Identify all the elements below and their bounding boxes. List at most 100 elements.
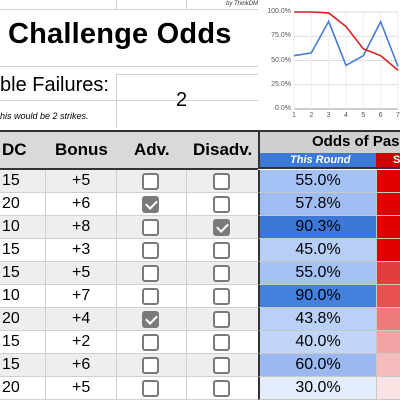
advantage-checkbox[interactable] [142,334,159,351]
disadvantage-checkbox[interactable] [213,334,230,351]
grid-line [186,0,187,10]
bonus-cell[interactable]: +7 [72,287,91,304]
disadvantage-checkbox[interactable] [213,380,230,397]
next-odds-cell [376,216,400,239]
failures-value[interactable]: 2 [176,89,188,111]
this-round-odds-value: 55.0% [295,172,341,189]
bonus-cell[interactable]: +3 [72,241,91,258]
dc-cell[interactable]: 20 [2,195,20,212]
advantage-checkbox[interactable] [142,288,159,305]
disadvantage-checkbox[interactable] [213,173,230,190]
y-tick-label: 50.0% [271,56,291,64]
row-divider [0,66,258,67]
dc-cell[interactable]: 20 [2,310,20,327]
table-row: 20 +4 [0,308,258,331]
next-label: S [393,154,400,166]
odds-title: Odds of Pas [312,133,400,150]
next-header: S [376,153,400,169]
table-row: 20 +6 [0,193,258,216]
advantage-checkbox[interactable] [142,219,159,236]
this-round-odds-value: 30.0% [295,379,341,396]
dc-cell[interactable]: 15 [2,356,20,373]
bonus-cell[interactable]: +5 [72,379,91,396]
advantage-checkbox[interactable] [142,196,159,213]
advantage-checkbox[interactable] [142,242,159,259]
bonus-cell[interactable]: +2 [72,333,91,350]
grid-line [116,170,117,400]
x-tick-label: 1 [292,112,296,119]
this-round-odds-value: 43.8% [295,310,341,327]
advantage-checkbox[interactable] [142,311,159,328]
col-header-bonus: Bonus [55,140,108,159]
dc-cell[interactable]: 15 [2,333,20,350]
col-header-disadv: Disadv. [193,140,253,159]
this-round-odds-cell: 60.0% [258,354,376,377]
disadvantage-checkbox[interactable] [213,219,230,236]
next-odds-cell [376,262,400,285]
x-tick-label: 6 [378,112,383,119]
disadvantage-checkbox[interactable] [213,242,230,259]
x-tick-label: 4 [344,112,348,119]
sheet-top-row [0,0,258,10]
disadvantage-checkbox[interactable] [213,265,230,282]
disadvantage-checkbox[interactable] [213,196,230,213]
x-tick-label: 3 [326,112,331,119]
this-round-odds-value: 60.0% [295,356,341,373]
failures-value-cell[interactable] [116,74,258,128]
next-odds-cell [376,193,400,216]
this-round-odds-cell: 45.0% [258,239,376,262]
odds-header [258,130,400,153]
bonus-cell[interactable]: +5 [72,264,91,281]
dc-cell[interactable]: 20 [2,379,20,396]
disadvantage-checkbox[interactable] [213,288,230,305]
this-round-odds-value: 45.0% [295,241,341,258]
bonus-cell[interactable]: +4 [72,310,91,327]
this-round-label: This Round [290,154,351,166]
this-round-odds-cell: 30.0% [258,377,376,400]
table-row: 10 +7 [0,285,258,308]
table-row: 15 +6 [0,354,258,377]
advantage-checkbox[interactable] [142,173,159,190]
failures-label: ble Failures: [0,74,109,96]
this-round-header: This Round [258,153,376,169]
chart-svg [293,11,399,110]
this-round-odds-cell: 90.0% [258,285,376,308]
chart-series-line-2 [294,11,399,71]
this-round-odds-cell: 55.0% [258,170,376,193]
advantage-checkbox[interactable] [142,357,159,374]
dc-cell[interactable]: 10 [2,287,20,304]
bonus-cell[interactable]: +8 [72,218,91,235]
this-round-odds-value: 90.3% [295,218,341,235]
table-row: 15 +5 [0,262,258,285]
table-row: 10 +8 [0,216,258,239]
this-round-odds-value: 40.0% [295,333,341,350]
next-odds-cell [376,308,400,331]
this-round-odds-value: 90.0% [295,287,341,304]
next-odds-cell [376,377,400,400]
advantage-checkbox[interactable] [142,265,159,282]
y-tick-label: 0.0% [275,105,291,112]
advantage-checkbox[interactable] [142,380,159,397]
table-row: 20 +5 [0,377,258,400]
dc-cell[interactable]: 15 [2,241,20,258]
y-tick-label: 25.0% [271,80,291,88]
dc-cell[interactable]: 15 [2,172,20,189]
disadvantage-checkbox[interactable] [213,357,230,374]
grid-line [186,170,187,400]
this-round-odds-value: 55.0% [295,264,341,281]
this-round-odds-cell: 40.0% [258,331,376,354]
credit-text: by ThinkDM [226,1,259,7]
x-tick-label: 7 [396,112,400,119]
dc-cell[interactable]: 10 [2,218,20,235]
this-round-odds-cell: 55.0% [258,262,376,285]
dc-cell[interactable]: 15 [2,264,20,281]
bonus-cell[interactable]: +6 [72,195,91,212]
this-round-odds-value: 57.8% [295,195,341,212]
disadvantage-checkbox[interactable] [213,311,230,328]
next-odds-cell [376,285,400,308]
page-title: Challenge Odds [8,18,232,50]
bonus-cell[interactable]: +6 [72,356,91,373]
next-odds-cell [376,170,400,193]
failures-note: his would be 2 strikes. [0,111,89,121]
bonus-cell[interactable]: +5 [72,172,91,189]
